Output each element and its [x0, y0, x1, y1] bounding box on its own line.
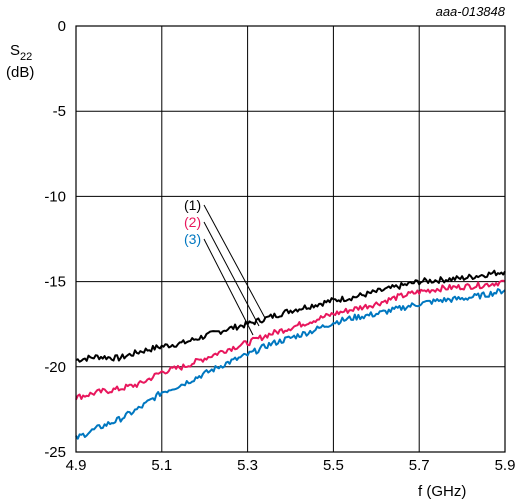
y-tick-label: -20	[44, 359, 66, 376]
y-tick-label: -10	[44, 188, 66, 205]
y-tick-label: 0	[58, 18, 66, 35]
x-tick-label: 4.9	[66, 457, 87, 474]
series-lines	[75, 269, 506, 440]
grid	[75, 25, 506, 453]
x-tick-label: 5.5	[323, 457, 344, 474]
tick-labels: 4.9 5.1 5.3 5.5 5.7 5.9 0 -5 -10 -15 -20 -25	[44, 18, 515, 474]
leader-line-2	[203, 221, 260, 327]
y-tick-label: -5	[53, 103, 66, 120]
y-axis-unit: (dB)	[6, 64, 34, 81]
x-tick-label: 5.7	[409, 457, 430, 474]
series-line-3	[75, 288, 506, 440]
curve-label-3: (3)	[184, 231, 201, 247]
series-line-1	[75, 269, 506, 363]
figure-id: aaa-013848	[436, 4, 506, 19]
x-axis-title: f (GHz)	[418, 483, 466, 500]
curve-label-2: (2)	[184, 214, 201, 230]
x-tick-label: 5.1	[151, 457, 172, 474]
x-tick-label: 5.9	[495, 457, 516, 474]
y-tick-label: -15	[44, 274, 66, 291]
plot-frame	[75, 25, 506, 453]
x-tick-label: 5.3	[237, 457, 258, 474]
y-axis-title-subscript: 22	[20, 51, 32, 63]
series-line-2	[75, 279, 506, 401]
leader-line-1	[203, 204, 266, 319]
y-axis-title-main: S	[10, 42, 20, 59]
y-tick-label: -25	[44, 444, 66, 461]
curve-annotations: (1)(2)(3)	[184, 197, 266, 336]
leader-line-3	[203, 238, 254, 336]
y-axis-title: S22	[10, 42, 32, 63]
curve-label-1: (1)	[184, 197, 201, 213]
